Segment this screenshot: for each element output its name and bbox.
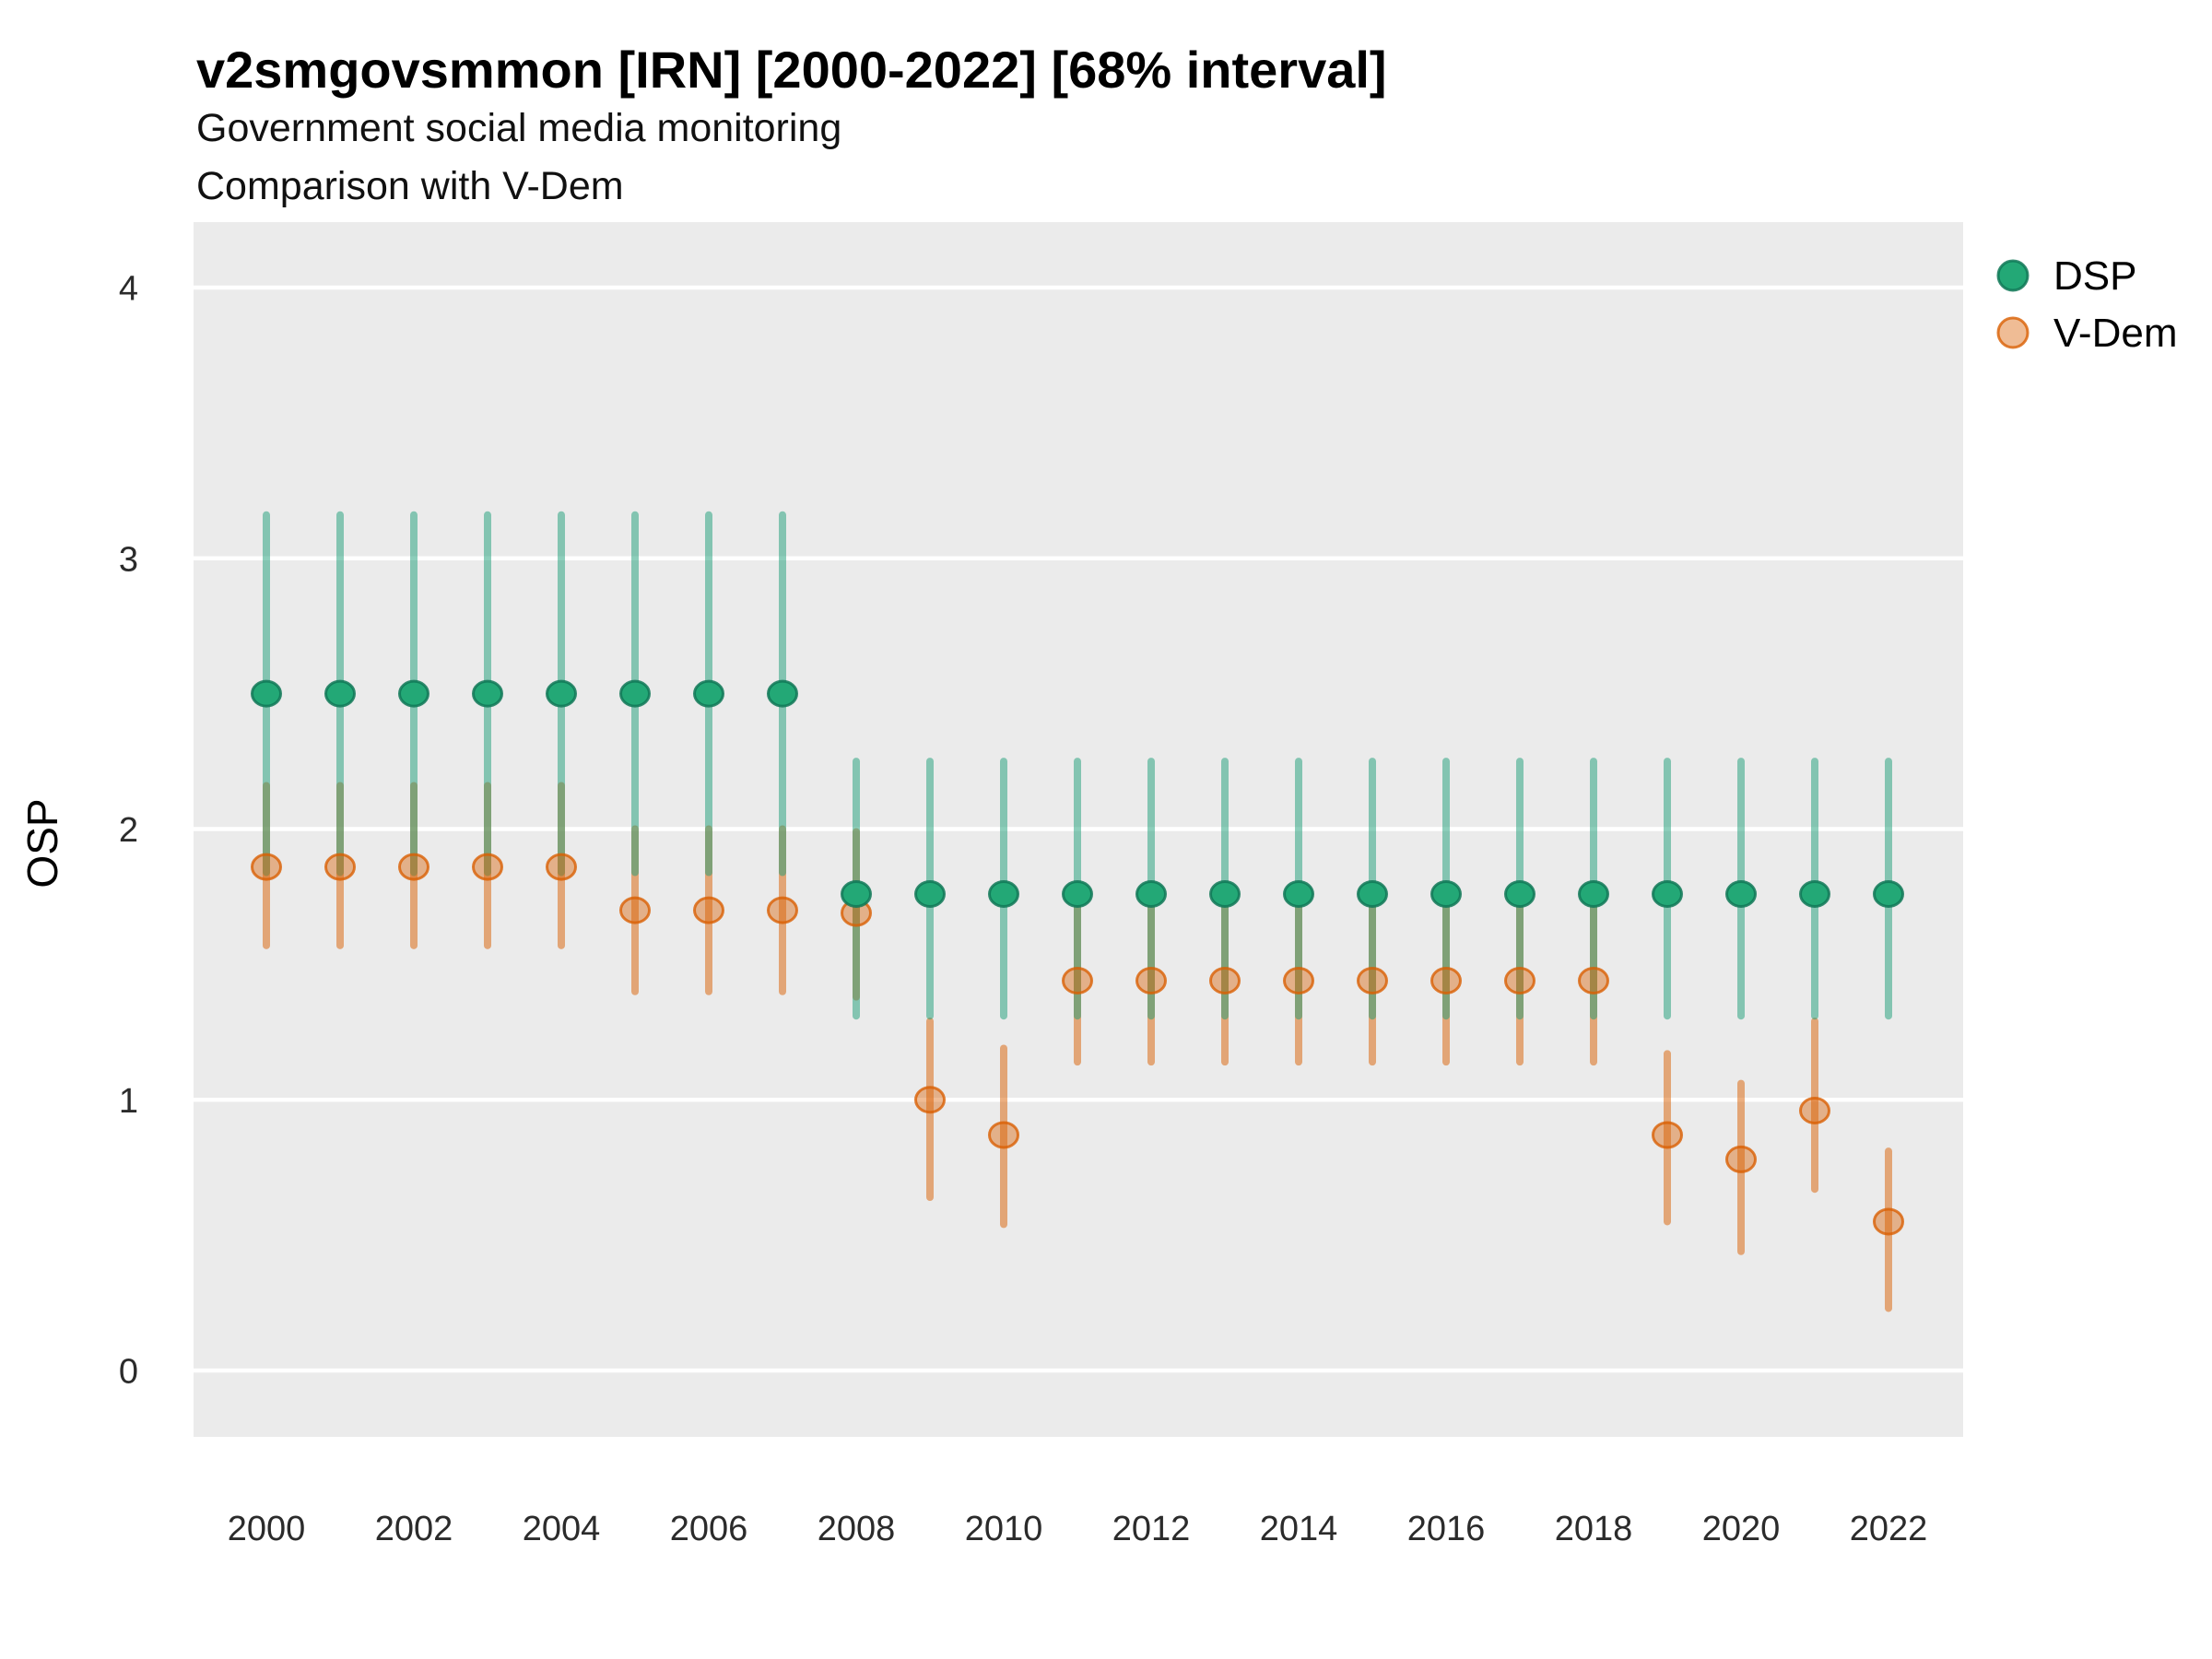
- chart-title: v2smgovsmmon [IRN] [2000-2022] [68% inte…: [196, 41, 1387, 99]
- y-tick-label-4: 4: [119, 270, 138, 309]
- x-tick-label-2006: 2006: [670, 1510, 748, 1548]
- vdem-point-2020: [1725, 1145, 1757, 1173]
- vdem-point-2015: [1357, 967, 1388, 994]
- legend-label-vdem: V-Dem: [2053, 311, 2177, 356]
- dsp-point-2002: [398, 679, 429, 708]
- vdem-point-2013: [1209, 967, 1241, 994]
- dsp-point-2001: [324, 679, 356, 708]
- dsp-point-2010: [988, 880, 1019, 908]
- vdem-point-2017: [1504, 967, 1535, 994]
- dsp-point-2011: [1062, 880, 1093, 908]
- dsp-point-2009: [914, 880, 946, 908]
- vdem-point-2012: [1135, 967, 1167, 994]
- y-tick-label-1: 1: [119, 1082, 138, 1121]
- y-tick-label-2: 2: [119, 811, 138, 850]
- vdem-point-2019: [1652, 1121, 1683, 1149]
- points-dsp: [251, 679, 1904, 908]
- vdem-point-2002: [398, 853, 429, 881]
- y-axis-title: OSP: [18, 798, 66, 888]
- x-tick-label-2018: 2018: [1555, 1510, 1633, 1548]
- dsp-point-2014: [1283, 880, 1314, 908]
- x-tick-label-2004: 2004: [523, 1510, 601, 1548]
- legend-item-vdem: V-Dem: [1996, 311, 2177, 356]
- dsp-point-2016: [1430, 880, 1462, 908]
- dsp-point-2012: [1135, 880, 1167, 908]
- vdem-point-2021: [1799, 1097, 1830, 1124]
- dsp-point-2003: [472, 679, 503, 708]
- dsp-point-2020: [1725, 880, 1757, 908]
- x-tick-label-2016: 2016: [1407, 1510, 1486, 1548]
- vdem-point-2022: [1873, 1207, 1904, 1236]
- dsp-point-2000: [251, 679, 282, 708]
- dsp-point-2019: [1652, 880, 1683, 908]
- dsp-point-2006: [693, 679, 724, 708]
- vdem-point-2005: [619, 896, 651, 924]
- vdem-point-2003: [472, 853, 503, 881]
- dsp-point-2022: [1873, 880, 1904, 908]
- x-tick-label-2002: 2002: [375, 1510, 453, 1548]
- dsp-point-2021: [1799, 880, 1830, 908]
- y-tick-label-0: 0: [119, 1353, 138, 1392]
- x-tick-label-2022: 2022: [1850, 1510, 1928, 1548]
- vdem-point-2001: [324, 853, 356, 881]
- vdem-point-2016: [1430, 967, 1462, 994]
- dsp-point-2004: [546, 679, 577, 708]
- vdem-point-2006: [693, 896, 724, 924]
- dsp-point-2013: [1209, 880, 1241, 908]
- x-tick-label-2000: 2000: [228, 1510, 306, 1548]
- x-tick-label-2014: 2014: [1260, 1510, 1338, 1548]
- vdem-point-2000: [251, 853, 282, 881]
- x-tick-label-2012: 2012: [1112, 1510, 1191, 1548]
- legend-swatch-dsp-icon: [1996, 259, 2030, 292]
- legend-label-dsp: DSP: [2053, 253, 2136, 299]
- x-axis-tick-labels: 2000 2002 2004 2006 2008 2010 2012 2014 2016 2018…: [228, 1510, 1928, 1548]
- legend-swatch-vdem-icon: [1996, 316, 2030, 349]
- legend: DSP V-Dem: [1996, 253, 2177, 356]
- y-axis-tick-labels: 0 1 2 3 4: [119, 270, 138, 1392]
- vdem-point-2018: [1578, 967, 1609, 994]
- chart-subtitle-line1: Government social media monitoring: [196, 106, 841, 150]
- vdem-point-2014: [1283, 967, 1314, 994]
- vdem-point-2009: [914, 1086, 946, 1114]
- vdem-point-2004: [546, 853, 577, 881]
- x-tick-label-2008: 2008: [818, 1510, 896, 1548]
- vdem-point-2007: [767, 896, 798, 924]
- x-tick-label-2010: 2010: [965, 1510, 1043, 1548]
- points-vdem: [251, 853, 1904, 1236]
- chart-subtitle-line2: Comparison with V-Dem: [196, 164, 624, 208]
- y-tick-label-3: 3: [119, 540, 138, 579]
- dsp-point-2005: [619, 679, 651, 708]
- dsp-point-2017: [1504, 880, 1535, 908]
- vdem-point-2011: [1062, 967, 1093, 994]
- dsp-point-2008: [841, 880, 872, 908]
- dsp-point-2015: [1357, 880, 1388, 908]
- vdem-point-2010: [988, 1121, 1019, 1149]
- legend-item-dsp: DSP: [1996, 253, 2136, 299]
- x-tick-label-2020: 2020: [1702, 1510, 1781, 1548]
- dsp-point-2018: [1578, 880, 1609, 908]
- dsp-point-2007: [767, 679, 798, 708]
